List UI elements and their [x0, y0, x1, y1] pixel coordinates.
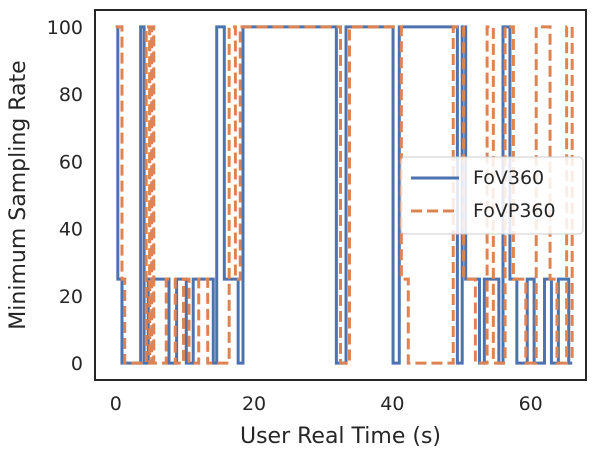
y-axis-label: Minimum Sampling Rate — [6, 60, 31, 329]
legend-box — [400, 156, 584, 235]
ticks-layer: 0 20 40 60 0 20 40 60 80 100 — [47, 17, 543, 415]
y-tick-label: 100 — [47, 17, 83, 39]
plot-frame — [94, 9, 587, 381]
y-tick-label: 40 — [59, 219, 83, 241]
x-tick-label: 60 — [519, 393, 543, 415]
y-tick-label: 0 — [71, 353, 83, 375]
x-tick-label: 20 — [242, 393, 266, 415]
series-layer — [115, 25, 574, 365]
legend-label-fov360: FoV360 — [473, 167, 544, 189]
y-tick-label: 60 — [59, 151, 83, 173]
x-tick-label: 0 — [110, 393, 122, 415]
x-axis-label: User Real Time (s) — [240, 424, 441, 449]
x-tick-label: 40 — [380, 393, 404, 415]
y-tick-label: 80 — [59, 84, 83, 106]
series-line-fovp360 — [115, 25, 574, 365]
legend: FoV360 FoVP360 — [400, 156, 584, 235]
legend-label-fovp360: FoVP360 — [473, 200, 556, 222]
y-tick-label: 20 — [59, 286, 83, 308]
